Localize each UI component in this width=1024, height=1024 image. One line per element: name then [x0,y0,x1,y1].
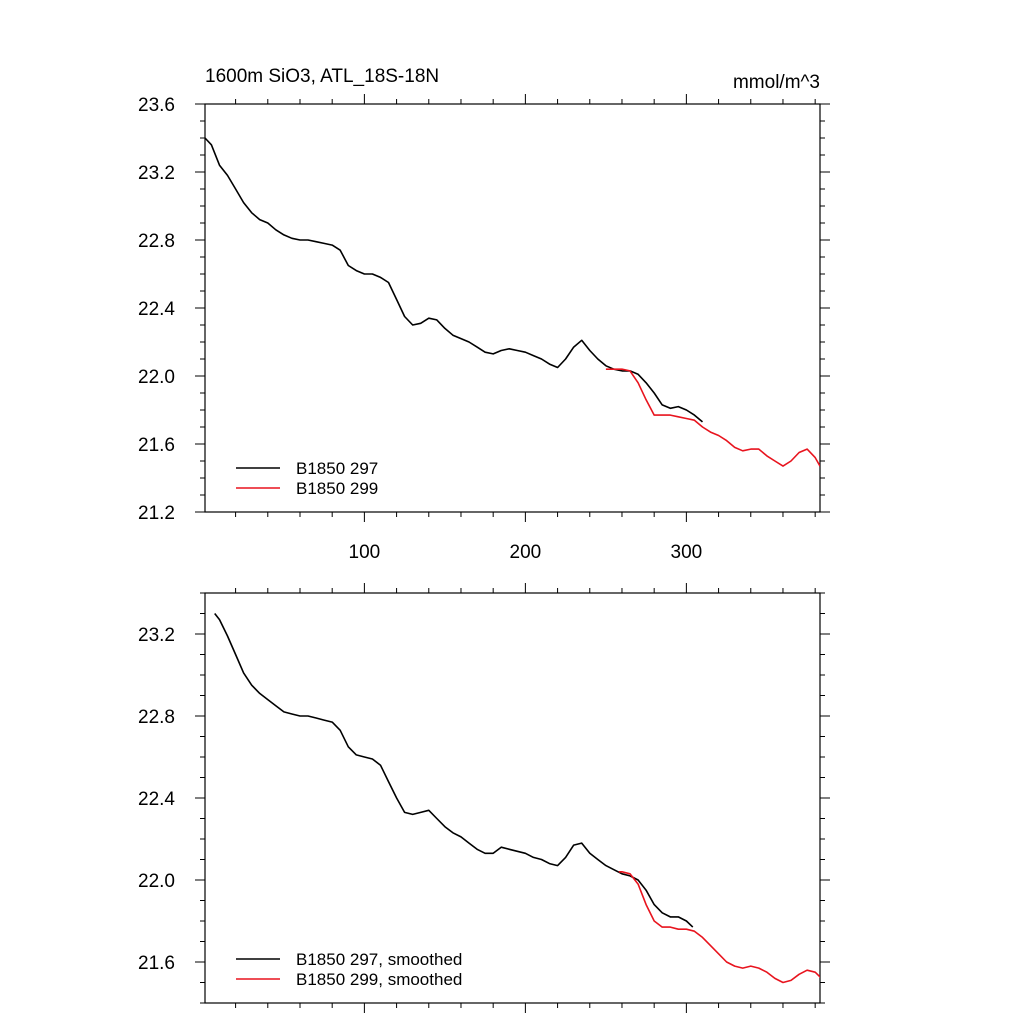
y-tick-label: 21.6 [138,953,175,974]
y-tick-label: 22.0 [138,871,175,892]
x-tick-label: 300 [671,542,703,563]
y-tick-label: 22.4 [138,299,175,320]
legend-label: B1850 299, smoothed [296,970,462,989]
legend-label: B1850 297 [296,459,378,478]
y-tick-label: 22.8 [138,231,175,252]
y-tick-label: 23.2 [138,163,175,184]
series-line-2 [618,870,820,984]
series-line-1 [205,137,704,423]
chart-panel-2: 21.6 22.0 22.4 22.8 23.2 B1850 297, smoothedB… [138,583,830,1013]
chart-panel-1: 100 200 300 21.2 21.6 22.0 22.4 22.8 23.2 23.6 160… [138,66,830,563]
legend-label: B1850 297, smoothed [296,950,462,969]
plot-frame [204,103,821,513]
chart-title: 1600m SiO3, ATL_18S-18N [205,66,439,87]
series-line-2 [605,368,820,467]
y-tick-label: 21.2 [138,503,175,524]
plot-frame [204,592,821,1004]
y-tick-label: 21.6 [138,435,175,456]
y-tick-label: 22.8 [138,707,175,728]
units-label: mmol/m^3 [733,72,820,93]
y-tick-label: 22.4 [138,789,175,810]
x-tick-label: 200 [510,542,542,563]
legend-label: B1850 299 [296,479,378,498]
series-line-1 [214,613,694,928]
y-tick-label: 23.2 [138,625,175,646]
y-tick-label: 23.6 [138,95,175,116]
x-tick-label: 100 [349,542,381,563]
y-tick-label: 22.0 [138,367,175,388]
